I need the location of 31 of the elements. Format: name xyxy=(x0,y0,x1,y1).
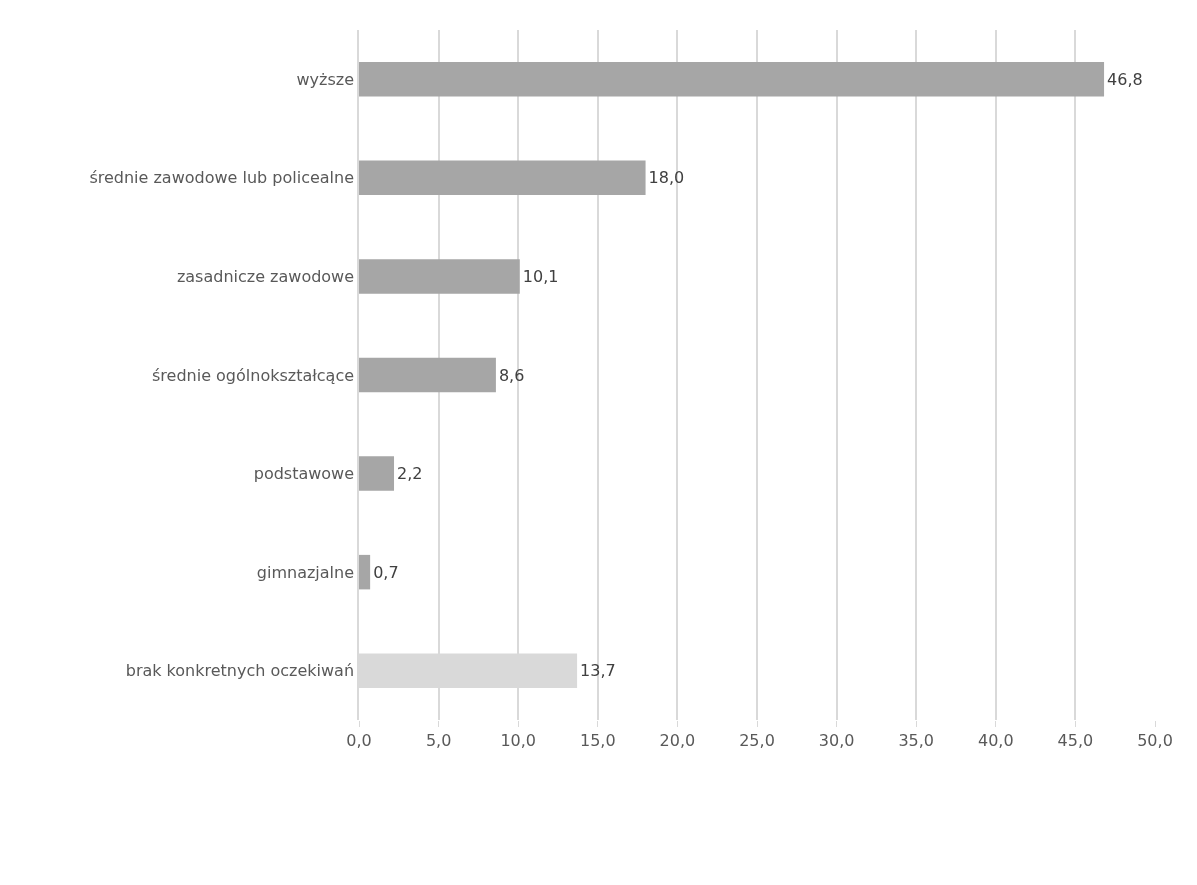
y-tick-label: podstawowe xyxy=(253,464,355,484)
x-tick-label: 0,0 xyxy=(346,731,372,751)
data-label: 0,7 xyxy=(373,562,399,582)
y-tick-label: gimnazjalne xyxy=(256,562,355,582)
y-tick-label: średnie zawodowe lub policealne xyxy=(89,168,355,188)
x-tick-label: 50,0 xyxy=(1137,731,1173,751)
x-tick-label: 10,0 xyxy=(500,731,537,751)
y-tick-label: zasadnicze zawodowe xyxy=(176,267,355,287)
bar xyxy=(359,456,395,491)
x-tick-label: 25,0 xyxy=(739,731,775,751)
x-tick-label: 45,0 xyxy=(1057,731,1094,751)
x-tick-label: 30,0 xyxy=(818,731,855,751)
data-label: 18,0 xyxy=(648,168,685,188)
bar xyxy=(359,357,496,393)
y-tick-label: średnie ogólnokształcące xyxy=(151,365,355,385)
y-tick-label: brak konkretnych oczekiwań xyxy=(125,661,355,681)
x-tick-label: 20,0 xyxy=(659,731,696,751)
x-tick-label: 5,0 xyxy=(425,731,452,751)
x-tick-label: 40,0 xyxy=(977,731,1014,751)
y-tick-label: wyższe xyxy=(296,69,355,89)
bar xyxy=(359,62,1105,97)
bar xyxy=(359,160,646,196)
x-tick-label: 15,0 xyxy=(579,731,616,751)
data-label: 10,1 xyxy=(522,266,559,286)
data-label: 2,2 xyxy=(397,464,423,484)
bar xyxy=(359,259,520,294)
x-tick-label: 35,0 xyxy=(898,731,935,751)
data-label: 46,8 xyxy=(1107,69,1143,89)
data-label: 13,7 xyxy=(580,661,616,681)
data-label: 8,6 xyxy=(498,365,525,385)
bar xyxy=(359,554,371,590)
